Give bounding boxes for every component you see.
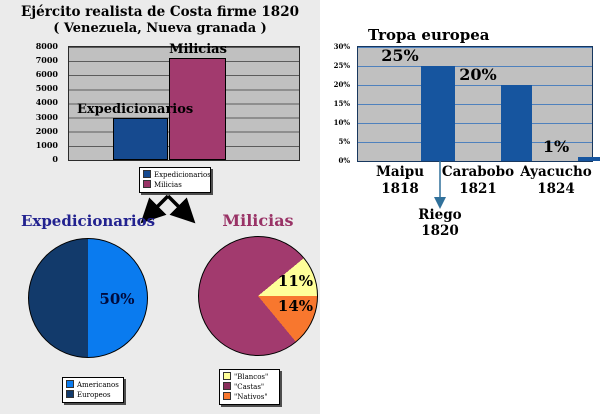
legend-item: Americanos	[66, 380, 120, 390]
bar-milicias	[169, 58, 226, 160]
bar-carabobo	[501, 85, 532, 161]
legend-swatch-nativos	[223, 392, 231, 400]
y-tick: 4000	[35, 97, 58, 107]
bar-ayacucho	[578, 157, 600, 161]
legend-label: "Castas"	[234, 383, 265, 391]
riego-line2: 1820	[421, 223, 459, 239]
x-label-ayacucho: Ayacucho 1824	[516, 164, 596, 198]
pie-data-label-11: 11%	[277, 272, 314, 290]
pie-milicias-legend: "Blancos" "Castas" "Nativos"	[219, 369, 280, 405]
legend-swatch-castas	[223, 382, 231, 390]
right-chart-plot-area	[357, 46, 600, 162]
pie-data-label-14: 14%	[277, 297, 314, 315]
bar-value-maipu: 25%	[381, 46, 419, 65]
x-label-line1: Carabobo	[441, 164, 515, 180]
legend-label: "Nativos"	[234, 393, 268, 401]
y-tick: 7000	[35, 55, 58, 65]
bar-label-milicias: Milicias	[169, 42, 227, 57]
legend-item: Expedicionarios	[143, 170, 211, 180]
x-label-line2: 1818	[381, 181, 419, 197]
legend-item: Europeos	[66, 390, 120, 400]
legend-label: "Blancos"	[234, 373, 269, 381]
legend-item: "Castas"	[223, 382, 276, 392]
legend-swatch-europeos	[66, 390, 74, 398]
x-label-maipu: Maipu 1818	[360, 164, 440, 198]
y-tick: 30%	[333, 42, 350, 51]
main-title-line2: ( Venezuela, Nueva granada )	[53, 21, 267, 36]
y-tick: 25%	[333, 61, 350, 70]
x-label-carabobo: Carabobo 1821	[438, 164, 518, 198]
bar-expedicionarios	[113, 118, 168, 160]
bar-maipu	[421, 66, 455, 161]
split-arrows-icon	[140, 194, 196, 224]
legend-swatch-milicias	[143, 180, 151, 188]
bar-value-ayacucho: 1%	[542, 137, 570, 156]
y-tick: 2000	[35, 126, 58, 136]
right-section: Tropa europea 30% 25% 20% 15% 10% 5% 0% …	[320, 0, 600, 414]
y-tick: 15%	[333, 99, 350, 108]
pie-milicias-chart	[198, 236, 318, 356]
y-tick: 5%	[338, 137, 350, 146]
legend-label: Europeos	[77, 391, 111, 399]
y-tick: 3000	[35, 112, 58, 122]
x-label-line2: 1821	[459, 181, 497, 197]
legend-swatch-blancos	[223, 372, 231, 380]
left-chart-plot-area: Expedicionarios Milicias	[68, 42, 300, 161]
riego-arrow-icon	[434, 161, 446, 209]
legend-label: Americanos	[77, 381, 119, 389]
legend-label: Expedicionarios	[154, 171, 211, 179]
y-tick: 0	[52, 154, 58, 164]
x-label-line1: Maipu	[375, 164, 425, 180]
main-chart-title: Ejército realista de Costa firme 1820 ( …	[0, 4, 320, 37]
legend-label: Milicias	[154, 181, 182, 189]
y-tick: 20%	[333, 80, 350, 89]
x-label-line2: 1824	[537, 181, 575, 197]
pie-data-label-50: 50%	[99, 290, 135, 308]
left-chart-y-axis: 8000 7000 6000 5000 4000 3000 2000 1000 …	[0, 0, 64, 170]
pie-milicias-title: Milicias	[222, 211, 294, 230]
legend-item: "Blancos"	[223, 372, 276, 382]
y-tick: 10%	[333, 118, 350, 127]
y-tick: 8000	[35, 41, 58, 51]
legend-item: Milicias	[143, 180, 207, 190]
legend-swatch-expedicionarios	[143, 170, 151, 178]
bar-label-expedicionarios: Expedicionarios	[77, 102, 194, 117]
y-tick: 6000	[35, 69, 58, 79]
main-title-line1: Ejército realista de Costa firme 1820	[21, 4, 299, 20]
x-label-line1: Ayacucho	[520, 164, 592, 180]
legend-swatch-americanos	[66, 380, 74, 388]
bar-value-carabobo: 20%	[459, 65, 497, 84]
right-chart-y-axis: 30% 25% 20% 15% 10% 5% 0%	[320, 0, 354, 170]
y-tick: 0%	[338, 156, 350, 165]
left-chart-legend: Expedicionarios Milicias	[139, 167, 211, 193]
pie-expedicionarios-chart	[28, 238, 148, 358]
left-section: Ejército realista de Costa firme 1820 ( …	[0, 0, 320, 414]
right-chart-title: Tropa europea	[368, 26, 490, 44]
pie-expedicionarios-title: Expedicionarios	[20, 212, 156, 230]
riego-annotation: Riego 1820	[410, 207, 470, 239]
pie-expedicionarios-legend: Americanos Europeos	[62, 377, 124, 403]
y-tick: 1000	[35, 140, 58, 150]
y-tick: 5000	[35, 83, 58, 93]
legend-item: "Nativos"	[223, 392, 276, 402]
riego-line1: Riego	[418, 207, 462, 223]
